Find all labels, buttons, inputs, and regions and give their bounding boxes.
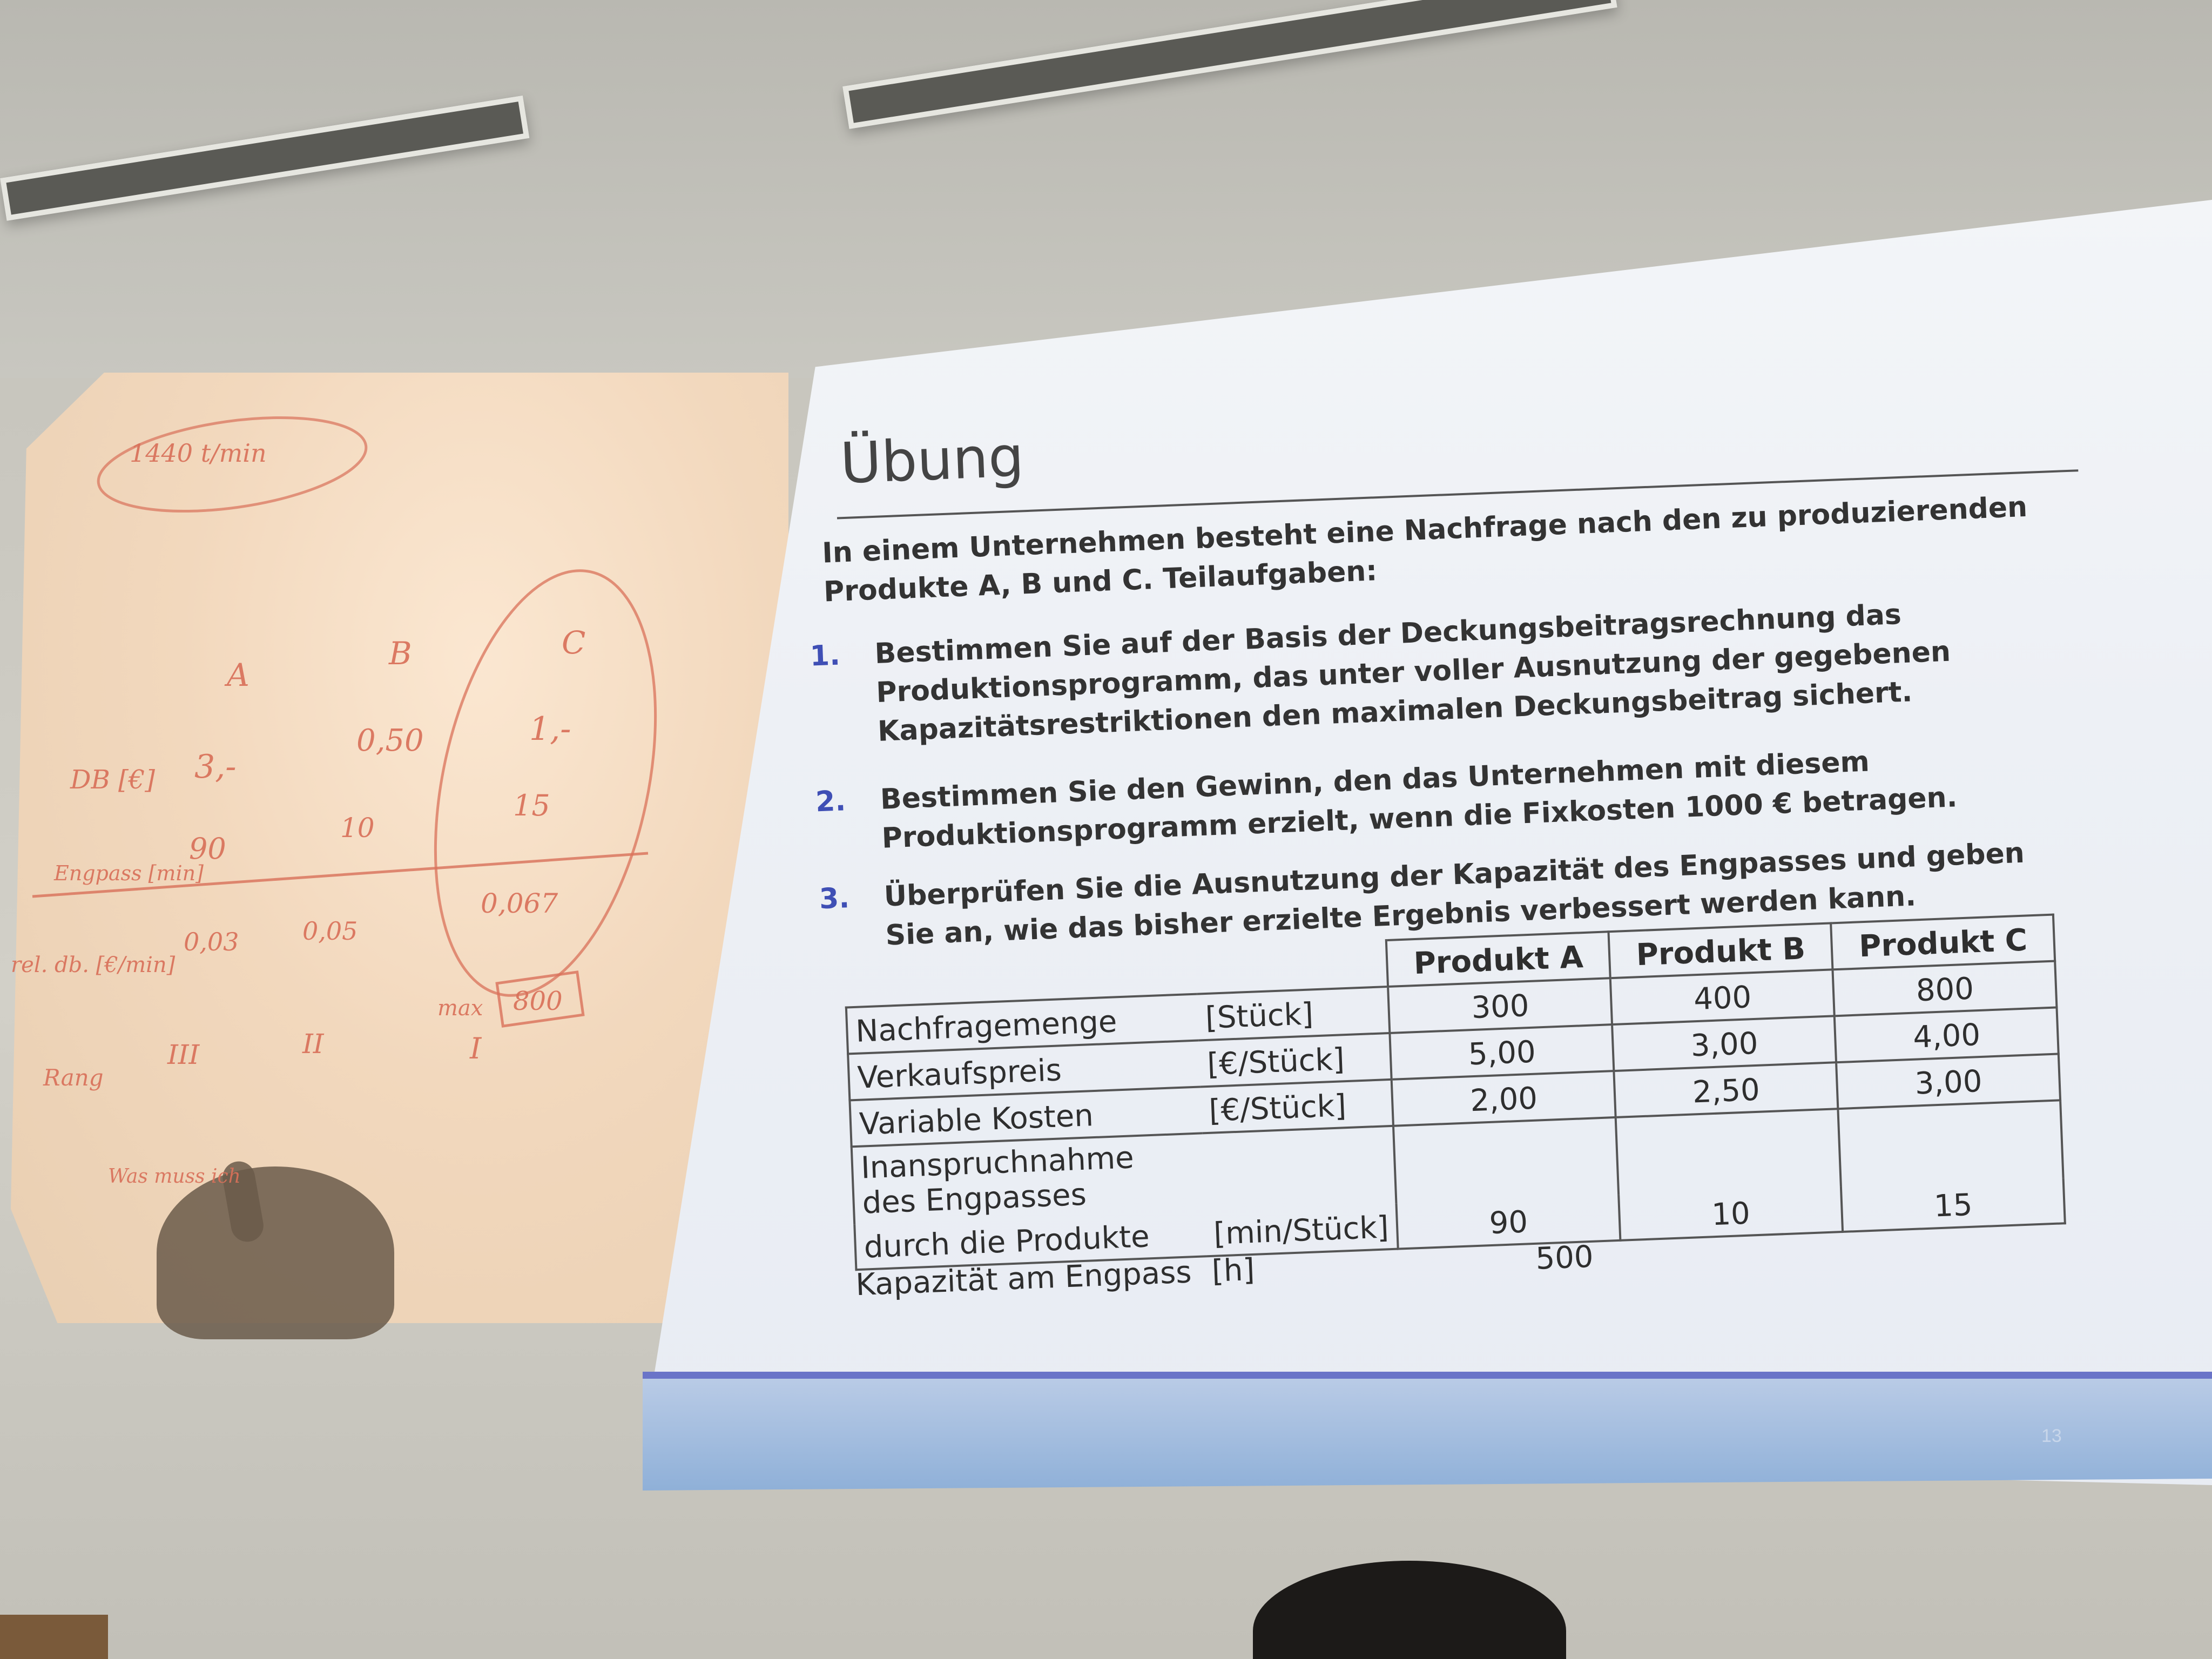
slide-title: Übung — [839, 423, 1026, 497]
row-unit-spacer — [1202, 1125, 1397, 1211]
cell-value: 300 — [1388, 978, 1613, 1033]
cell-spacer — [1393, 1117, 1619, 1204]
row-label-line1: Inanspruchnahme des Engpasses — [851, 1133, 1205, 1225]
slide-content: Übung In einem Unternehmen besteht eine … — [799, 329, 2110, 1360]
row-unit: [€/Stück] — [1198, 1033, 1392, 1087]
cell-value: 400 — [1610, 969, 1835, 1025]
capacity-unit: [h] — [1211, 1252, 1256, 1289]
cell-spacer — [1838, 1100, 2063, 1187]
wood-strip — [0, 1615, 108, 1659]
cell-value: 2,50 — [1614, 1062, 1838, 1117]
cell-value: 15 — [1841, 1178, 2066, 1232]
presenter-shadow — [157, 1166, 394, 1339]
task-1-number: 1. — [809, 639, 841, 673]
row-unit: [Stück] — [1197, 986, 1390, 1041]
cell-value: 10 — [1618, 1186, 1843, 1240]
product-table: Produkt A Produkt B Produkt C Nachfragem… — [843, 914, 2066, 1271]
header-produkt-a: Produkt A — [1386, 932, 1611, 987]
task-2-number: 2. — [815, 785, 847, 819]
cell-value: 5,00 — [1390, 1024, 1614, 1080]
slide-page-number: 13 — [2041, 1426, 2062, 1446]
whiteboard — [11, 373, 788, 1323]
cell-value: 4,00 — [1835, 1007, 2059, 1063]
cell-spacer — [1616, 1109, 1842, 1195]
task-1-text: Bestimmen Sie auf der Basis der Deckungs… — [874, 598, 1951, 748]
header-produkt-b: Produkt B — [1608, 923, 1833, 979]
cell-value: 2,00 — [1392, 1071, 1616, 1126]
row-unit: [min/Stück] — [1205, 1203, 1399, 1257]
slide-footer-band — [643, 1372, 2212, 1491]
table-empty-cell — [1195, 940, 1388, 994]
row-unit: [€/Stück] — [1200, 1079, 1394, 1134]
task-3-number: 3. — [818, 882, 851, 916]
cell-value: 3,00 — [1836, 1054, 2061, 1109]
header-produkt-c: Produkt C — [1831, 914, 2055, 970]
capacity-value: 500 — [1535, 1239, 1594, 1277]
cell-value: 800 — [1832, 961, 2057, 1016]
projection-screen — [643, 200, 2212, 1485]
slide-intro: In einem Unternehmen besteht eine Nachfr… — [821, 490, 2028, 609]
cell-value: 3,00 — [1612, 1016, 1837, 1071]
